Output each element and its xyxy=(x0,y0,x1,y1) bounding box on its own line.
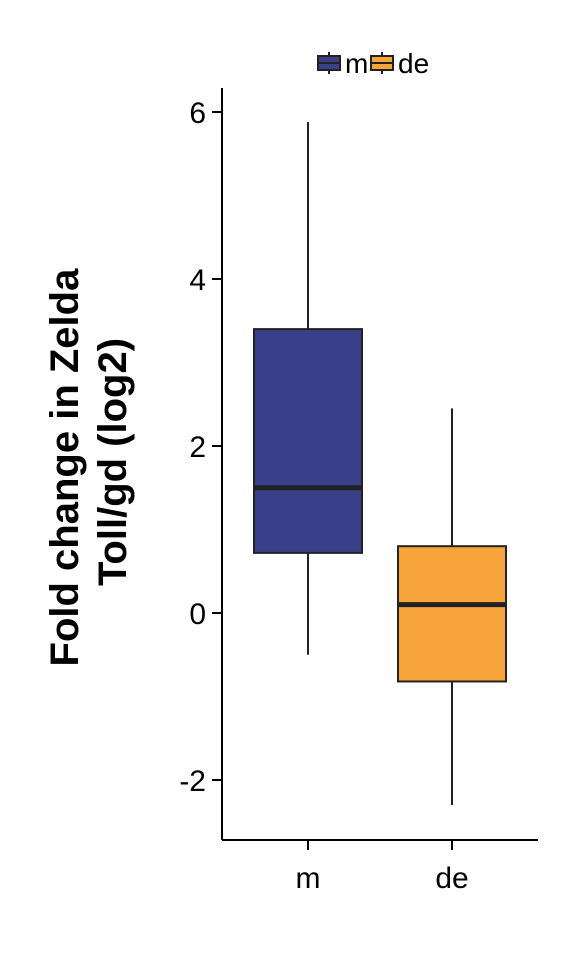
y-tick-label: -2 xyxy=(179,765,206,798)
box-m xyxy=(253,122,363,655)
box-de xyxy=(397,408,507,806)
y-axis: -2 0 2 4 6 xyxy=(179,88,223,840)
legend-item-m: m xyxy=(317,48,368,79)
y-axis-title: Fold change in Zelda Toll/gd (log2) xyxy=(43,258,135,667)
y-tick-label: 6 xyxy=(189,97,206,130)
x-tick-label: de xyxy=(435,862,468,895)
legend-item-de: de xyxy=(370,48,429,79)
x-axis: m de xyxy=(222,839,538,895)
box-body xyxy=(397,545,507,683)
x-tick-label: m xyxy=(296,862,321,895)
y-tick-label: 2 xyxy=(189,431,206,464)
legend-label: de xyxy=(398,48,429,79)
legend: m de xyxy=(317,48,429,79)
legend-label: m xyxy=(345,48,368,79)
box-body xyxy=(253,328,363,554)
plot-area xyxy=(253,122,507,806)
y-axis-title-line-2: Toll/gd (log2) xyxy=(91,338,135,586)
y-tick-label: 0 xyxy=(189,598,206,631)
y-tick-label: 4 xyxy=(189,264,206,297)
y-axis-title-line-1: Fold change in Zelda xyxy=(43,268,87,667)
